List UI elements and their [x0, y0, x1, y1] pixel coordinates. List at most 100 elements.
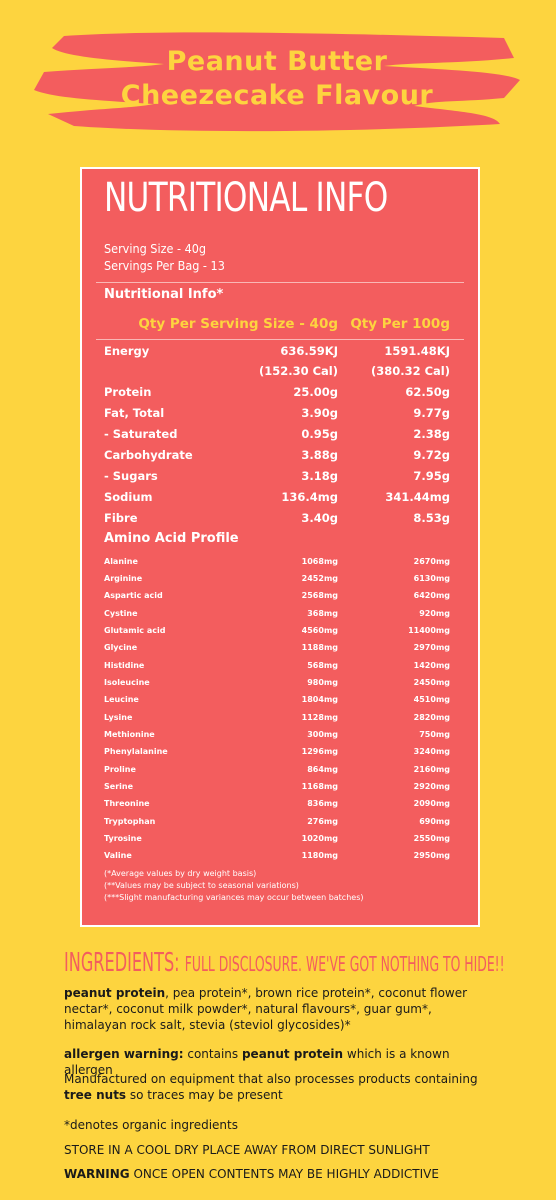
divider	[96, 282, 464, 283]
nutrient-per-100g: 7.95g	[413, 469, 450, 483]
amino-name: Methionine	[104, 730, 155, 739]
amino-per-serving: 1128mg	[301, 713, 338, 722]
allergen-text: contains	[183, 1047, 242, 1061]
amino-name: Arginine	[104, 574, 143, 583]
amino-name: Tyrosine	[104, 834, 142, 843]
nutrient-per-serving: 3.40g	[301, 511, 338, 525]
nutrient-per-100g: 9.72g	[413, 448, 450, 462]
nutrient-per-100g: 1591.48KJ	[384, 344, 450, 358]
amino-per-100g: 2970mg	[413, 643, 450, 652]
allergen-warning: allergen warning: contains peanut protei…	[64, 1046, 494, 1078]
footnote: (**Values may be subject to seasonal var…	[104, 881, 299, 890]
amino-per-serving: 864mg	[307, 765, 338, 774]
column-header-per-100g: Qty Per 100g	[350, 316, 450, 332]
organic-note: *denotes organic ingredients	[64, 1118, 238, 1132]
amino-row: Isoleucine 980mg 2450mg	[104, 678, 450, 692]
title-banner: Peanut Butter Cheezecake Flavour	[34, 28, 520, 134]
amino-row: Phenylalanine 1296mg 3240mg	[104, 747, 450, 761]
nutrient-per-100g: 62.50g	[405, 385, 450, 399]
amino-name: Aspartic acid	[104, 591, 163, 600]
amino-per-100g: 11400mg	[408, 626, 450, 635]
amino-per-serving: 1296mg	[301, 747, 338, 756]
amino-name: Alanine	[104, 557, 138, 566]
amino-per-serving: 276mg	[307, 817, 338, 826]
amino-per-100g: 2090mg	[413, 799, 450, 808]
amino-name: Leucine	[104, 695, 139, 704]
amino-per-serving: 1168mg	[301, 782, 338, 791]
panel-heading: NUTRITIONAL INFO	[104, 175, 388, 221]
amino-per-serving: 4560mg	[301, 626, 338, 635]
amino-per-100g: 690mg	[419, 817, 450, 826]
amino-per-serving: 1180mg	[301, 851, 338, 860]
equipment-notice: Manufactured on equipment that also proc…	[64, 1071, 494, 1103]
nutrient-name: Protein	[104, 385, 152, 399]
amino-per-serving: 300mg	[307, 730, 338, 739]
nutrient-per-100g: 2.38g	[413, 427, 450, 441]
nutrient-row: Carbohydrate 3.88g 9.72g	[104, 448, 450, 466]
nutrient-row: - Saturated 0.95g 2.38g	[104, 427, 450, 445]
nutrient-per-serving: 136.4mg	[281, 490, 338, 504]
amino-name: Isoleucine	[104, 678, 150, 687]
amino-per-100g: 6130mg	[413, 574, 450, 583]
nutrient-row: Energy 636.59KJ 1591.48KJ	[104, 344, 450, 362]
amino-per-100g: 2550mg	[413, 834, 450, 843]
equipment-text: Manufactured on equipment that also proc…	[64, 1072, 478, 1086]
nutrient-per-100g: (380.32 Cal)	[370, 364, 450, 378]
amino-name: Glycine	[104, 643, 138, 652]
amino-per-100g: 4510mg	[413, 695, 450, 704]
amino-acid-heading: Amino Acid Profile	[104, 531, 239, 546]
nutrient-name: Sodium	[104, 490, 153, 504]
amino-name: Valine	[104, 851, 132, 860]
amino-name: Cystine	[104, 609, 138, 618]
storage-instructions: STORE IN A COOL DRY PLACE AWAY FROM DIRE…	[64, 1143, 430, 1157]
amino-name: Phenylalanine	[104, 747, 168, 756]
amino-row: Valine 1180mg 2950mg	[104, 851, 450, 865]
amino-row: Tryptophan 276mg 690mg	[104, 817, 450, 831]
footnote: (***Slight manufacturing variances may o…	[104, 893, 364, 902]
amino-row: Threonine 836mg 2090mg	[104, 799, 450, 813]
serving-size: Serving Size - 40g	[104, 241, 207, 256]
nutrient-name: - Sugars	[104, 469, 158, 483]
ingredients-heading: INGREDIENTS: FULL DISCLOSURE. WE'VE GOT …	[64, 948, 505, 978]
ingredient-highlight: peanut protein	[64, 986, 166, 1000]
allergen-label: allergen warning:	[64, 1047, 184, 1061]
amino-per-100g: 2160mg	[413, 765, 450, 774]
amino-row: Arginine 2452mg 6130mg	[104, 574, 450, 588]
amino-per-100g: 2820mg	[413, 713, 450, 722]
ingredients-subtitle: FULL DISCLOSURE. WE'VE GOT NOTHING TO HI…	[184, 952, 505, 976]
amino-per-100g: 750mg	[419, 730, 450, 739]
amino-per-100g: 1420mg	[413, 661, 450, 670]
amino-name: Proline	[104, 765, 136, 774]
amino-name: Serine	[104, 782, 133, 791]
nutrient-per-serving: (152.30 Cal)	[258, 364, 338, 378]
allergen-highlight: peanut protein	[241, 1047, 344, 1061]
nutrient-per-serving: 3.88g	[301, 448, 338, 462]
amino-per-serving: 1188mg	[301, 643, 338, 652]
nutrient-name: Fibre	[104, 511, 138, 525]
amino-per-serving: 1804mg	[301, 695, 338, 704]
amino-row: Cystine 368mg 920mg	[104, 609, 450, 623]
servings-per-bag: Servings Per Bag - 13	[104, 258, 225, 273]
amino-per-100g: 3240mg	[413, 747, 450, 756]
title-line-1: Peanut Butter	[166, 46, 388, 77]
amino-per-100g: 920mg	[419, 609, 450, 618]
amino-name: Tryptophan	[104, 817, 156, 826]
amino-per-serving: 836mg	[307, 799, 338, 808]
amino-per-serving: 568mg	[307, 661, 338, 670]
nutrient-row: Fat, Total 3.90g 9.77g	[104, 406, 450, 424]
amino-row: Glycine 1188mg 2970mg	[104, 643, 450, 657]
ingredient-rest: , pea protein*, brown rice protein*, coc…	[64, 986, 468, 1032]
divider	[96, 339, 464, 340]
allergen-text: which is a known allergen	[64, 1047, 450, 1077]
amino-per-serving: 2452mg	[301, 574, 338, 583]
amino-per-serving: 368mg	[307, 609, 338, 618]
amino-name: Glutamic acid	[104, 626, 166, 635]
column-header-per-serving: Qty Per Serving Size - 40g	[138, 316, 338, 332]
ingredients-list: peanut protein, pea protein*, brown rice…	[64, 985, 494, 1033]
amino-per-serving: 2568mg	[301, 591, 338, 600]
amino-row: Proline 864mg 2160mg	[104, 765, 450, 779]
amino-per-100g: 2950mg	[413, 851, 450, 860]
warning-text: ONCE OPEN CONTENTS MAY BE HIGHLY ADDICTI…	[129, 1167, 439, 1181]
ingredients-title: INGREDIENTS:	[64, 948, 180, 978]
nutrient-per-100g: 8.53g	[413, 511, 450, 525]
